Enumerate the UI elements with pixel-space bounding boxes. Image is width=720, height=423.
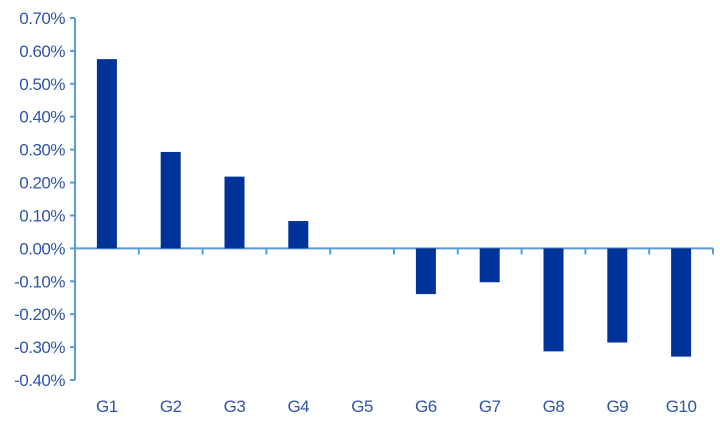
y-tick-label: -0.40% — [14, 371, 65, 390]
bar-g8 — [543, 248, 564, 352]
y-tick-label: 0.70% — [19, 9, 65, 28]
x-tick-label: G5 — [351, 397, 373, 416]
bar-g7 — [479, 248, 500, 283]
x-tick-label: G4 — [287, 397, 309, 416]
y-tick-label: -0.30% — [14, 338, 65, 357]
y-tick-label: -0.10% — [14, 272, 65, 291]
y-tick-label: 0.60% — [19, 42, 65, 61]
x-tick-label: G1 — [96, 397, 118, 416]
x-tick-label: G10 — [666, 397, 697, 416]
x-tick-label: G2 — [160, 397, 182, 416]
y-tick-label: -0.20% — [14, 305, 65, 324]
y-tick-label: 0.30% — [19, 141, 65, 160]
bar-g6 — [415, 248, 436, 295]
x-tick-label: G6 — [415, 397, 437, 416]
bar-g2 — [160, 151, 181, 249]
y-tick-label: 0.40% — [19, 108, 65, 127]
x-tick-label: G3 — [224, 397, 246, 416]
x-tick-label: G7 — [479, 397, 501, 416]
y-tick-label: 0.20% — [19, 174, 65, 193]
bar-g10 — [671, 248, 692, 357]
bar-g9 — [607, 248, 628, 343]
y-tick-label: 0.00% — [19, 239, 65, 258]
x-tick-label: G8 — [543, 397, 565, 416]
y-tick-label: 0.10% — [19, 206, 65, 225]
bar-g3 — [224, 176, 245, 249]
y-tick-label: 0.50% — [19, 75, 65, 94]
x-tick-label: G9 — [606, 397, 628, 416]
bar-g4 — [288, 221, 309, 249]
bar-g1 — [96, 59, 117, 249]
